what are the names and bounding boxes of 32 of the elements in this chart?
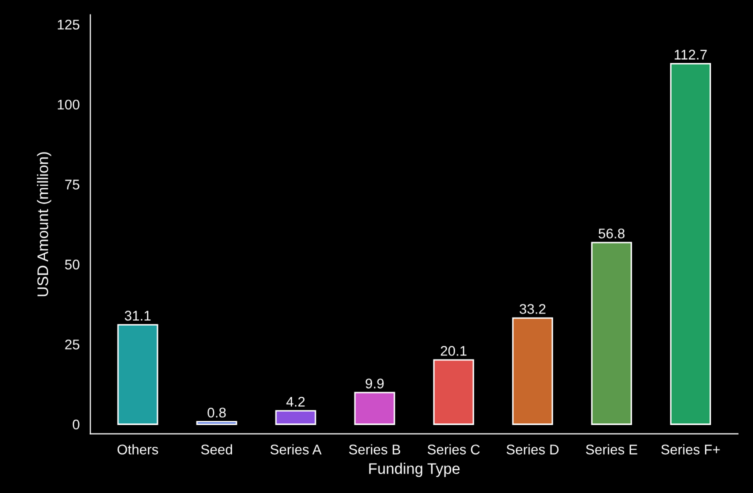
x-tick-label: Seed bbox=[201, 444, 232, 454]
data-label: 4.2 bbox=[286, 396, 305, 407]
data-label: 33.2 bbox=[520, 304, 546, 314]
bar bbox=[275, 410, 316, 425]
y-axis-title: USD Amount (million) bbox=[36, 152, 52, 296]
data-label: 0.8 bbox=[208, 408, 226, 418]
bar bbox=[433, 359, 474, 425]
y-tick-label: 100 bbox=[58, 100, 80, 110]
x-tick-label: Series E bbox=[586, 444, 638, 454]
bar bbox=[117, 324, 158, 425]
data-label: 20.1 bbox=[440, 346, 466, 356]
x-tick-label: Others bbox=[118, 444, 158, 454]
y-tick-label: 25 bbox=[65, 340, 80, 350]
bar bbox=[196, 420, 238, 425]
bar bbox=[354, 392, 396, 425]
x-tick-label: Series D bbox=[506, 444, 559, 454]
x-tick-label: Series C bbox=[428, 444, 480, 454]
x-axis-title: Funding Type bbox=[369, 462, 460, 477]
x-tick-label: Series B bbox=[349, 444, 400, 454]
y-tick-label: 75 bbox=[65, 180, 80, 190]
bar bbox=[512, 317, 554, 425]
y-tick-label: 50 bbox=[65, 260, 80, 270]
x-tick-label: Series F+ bbox=[661, 444, 720, 454]
data-label: 112.7 bbox=[674, 50, 707, 60]
x-tick-label: Series A bbox=[270, 444, 322, 454]
y-tick-label: 125 bbox=[58, 20, 80, 30]
bar bbox=[670, 63, 711, 425]
data-label: 31.1 bbox=[124, 310, 151, 321]
data-label: 9.9 bbox=[366, 378, 384, 388]
bar bbox=[591, 242, 632, 425]
data-label: 56.8 bbox=[598, 228, 624, 238]
y-tick-label: 0 bbox=[72, 420, 80, 430]
